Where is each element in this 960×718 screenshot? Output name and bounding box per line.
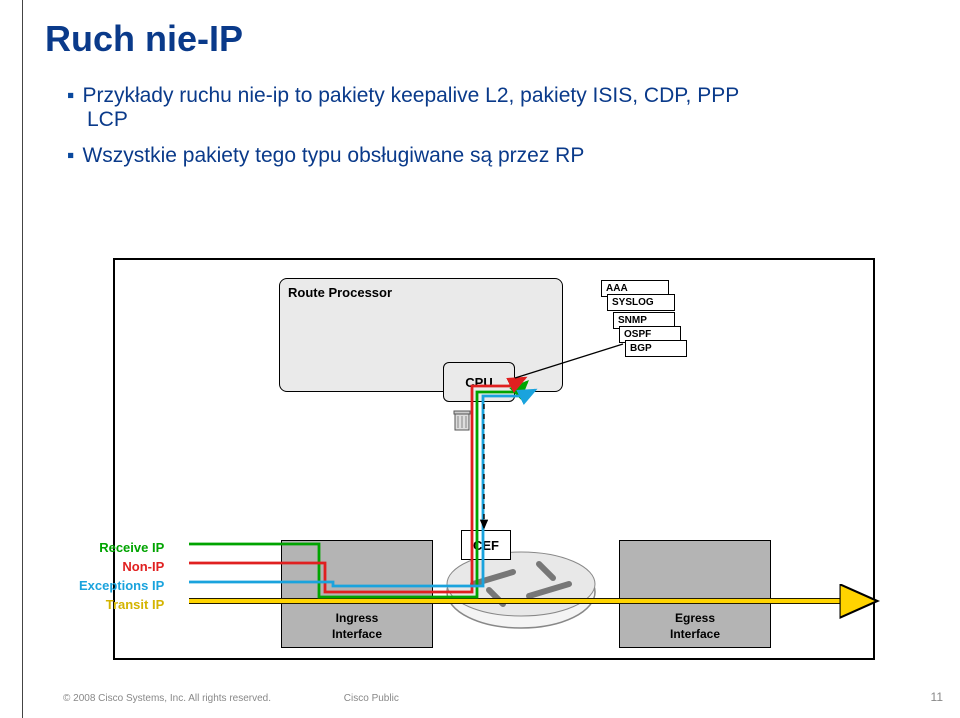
bullet-1-line1: Przykłady ruchu nie-ip to pakiety keepal…: [82, 84, 739, 107]
egress-label2: Interface: [670, 627, 720, 641]
slide: Ruch nie-IP ▪ Przykłady ruchu nie-ip to p…: [22, 0, 960, 718]
bullet-1-line2: LCP: [87, 108, 128, 131]
ingress-label1: Ingress: [336, 611, 379, 625]
footer-copyright: © 2008 Cisco Systems, Inc. All rights re…: [63, 693, 271, 704]
cpu-box: CPU: [443, 362, 515, 402]
legend-transit: Transit IP: [79, 595, 164, 614]
bullet-1: ▪ Przykłady ruchu nie-ip to pakiety keepa…: [67, 84, 739, 132]
route-processor-box: Route Processor: [279, 278, 563, 392]
bullet-marker-icon: ▪: [67, 144, 74, 167]
egress-label1: Egress: [675, 611, 715, 625]
legend-receive: Receive IP: [79, 538, 164, 557]
ingress-label2: Interface: [332, 627, 382, 641]
bullet-2-line1: Wszystkie pakiety tego typu obsługiwane …: [82, 144, 584, 167]
legend-exceptions: Exceptions IP: [79, 576, 164, 595]
bullet-2: ▪ Wszystkie pakiety tego typu obsługiwane…: [67, 144, 584, 168]
protocol-stack: AAA SYSLOG SNMP OSPF BGP: [601, 280, 721, 390]
route-processor-label: Route Processor: [288, 285, 392, 300]
page-number: 11: [931, 690, 943, 704]
cef-label: CEF: [473, 538, 499, 553]
legend: Receive IP Non-IP Exceptions IP Transit …: [79, 538, 164, 614]
egress-interface-box: Egress Interface: [619, 540, 771, 648]
cpu-label: CPU: [465, 375, 492, 390]
footer: © 2008 Cisco Systems, Inc. All rights re…: [63, 693, 399, 704]
ingress-interface-box: Ingress Interface: [281, 540, 433, 648]
cef-box: CEF: [461, 530, 511, 560]
proto-syslog: SYSLOG: [607, 294, 675, 311]
footer-public: Cisco Public: [344, 693, 399, 704]
trash-icon: [453, 410, 471, 432]
legend-nonip: Non-IP: [79, 557, 164, 576]
slide-title: Ruch nie-IP: [45, 18, 243, 60]
bullet-marker-icon: ▪: [67, 84, 74, 107]
proto-bgp: BGP: [625, 340, 687, 357]
